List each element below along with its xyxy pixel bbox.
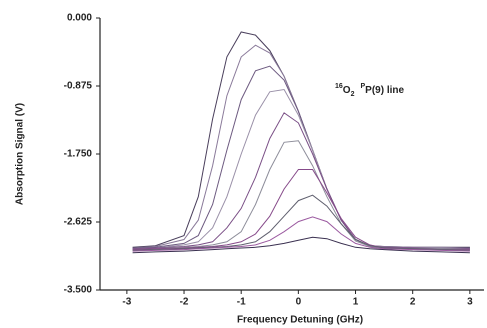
y-axis-label: Absorption Signal (V) <box>15 103 26 205</box>
x-tick-label: -1 <box>237 297 246 308</box>
x-tick-label: -3 <box>122 297 131 308</box>
series-line <box>132 236 470 254</box>
x-tick-label: 2 <box>410 297 416 308</box>
line-name: P(9) line <box>365 85 404 96</box>
series-line <box>132 194 470 251</box>
series-line <box>132 169 470 251</box>
molecule: O <box>343 85 351 96</box>
series-line <box>132 112 470 250</box>
x-axis-label: Frequency Detuning (GHz) <box>237 315 363 326</box>
subscript: 2 <box>351 91 355 98</box>
x-tick-label: 3 <box>467 297 473 308</box>
y-tick-label: -0.875 <box>64 81 93 92</box>
series-line <box>132 44 470 249</box>
y-tick-label: -1.750 <box>64 149 93 160</box>
x-tick-label: 0 <box>296 297 302 308</box>
series-line <box>132 216 470 252</box>
annotation: 16O2PP(9) line <box>335 83 404 98</box>
x-tick-label: -2 <box>180 297 189 308</box>
isotope: 16 <box>335 83 343 90</box>
series-line <box>132 31 470 248</box>
branch: P <box>360 83 365 90</box>
y-tick-label: -2.625 <box>64 217 93 228</box>
x-tick-label: 1 <box>353 297 359 308</box>
y-tick-label: -3.500 <box>64 285 93 296</box>
series-line <box>132 140 470 251</box>
y-tick-label: 0.000 <box>67 13 92 24</box>
